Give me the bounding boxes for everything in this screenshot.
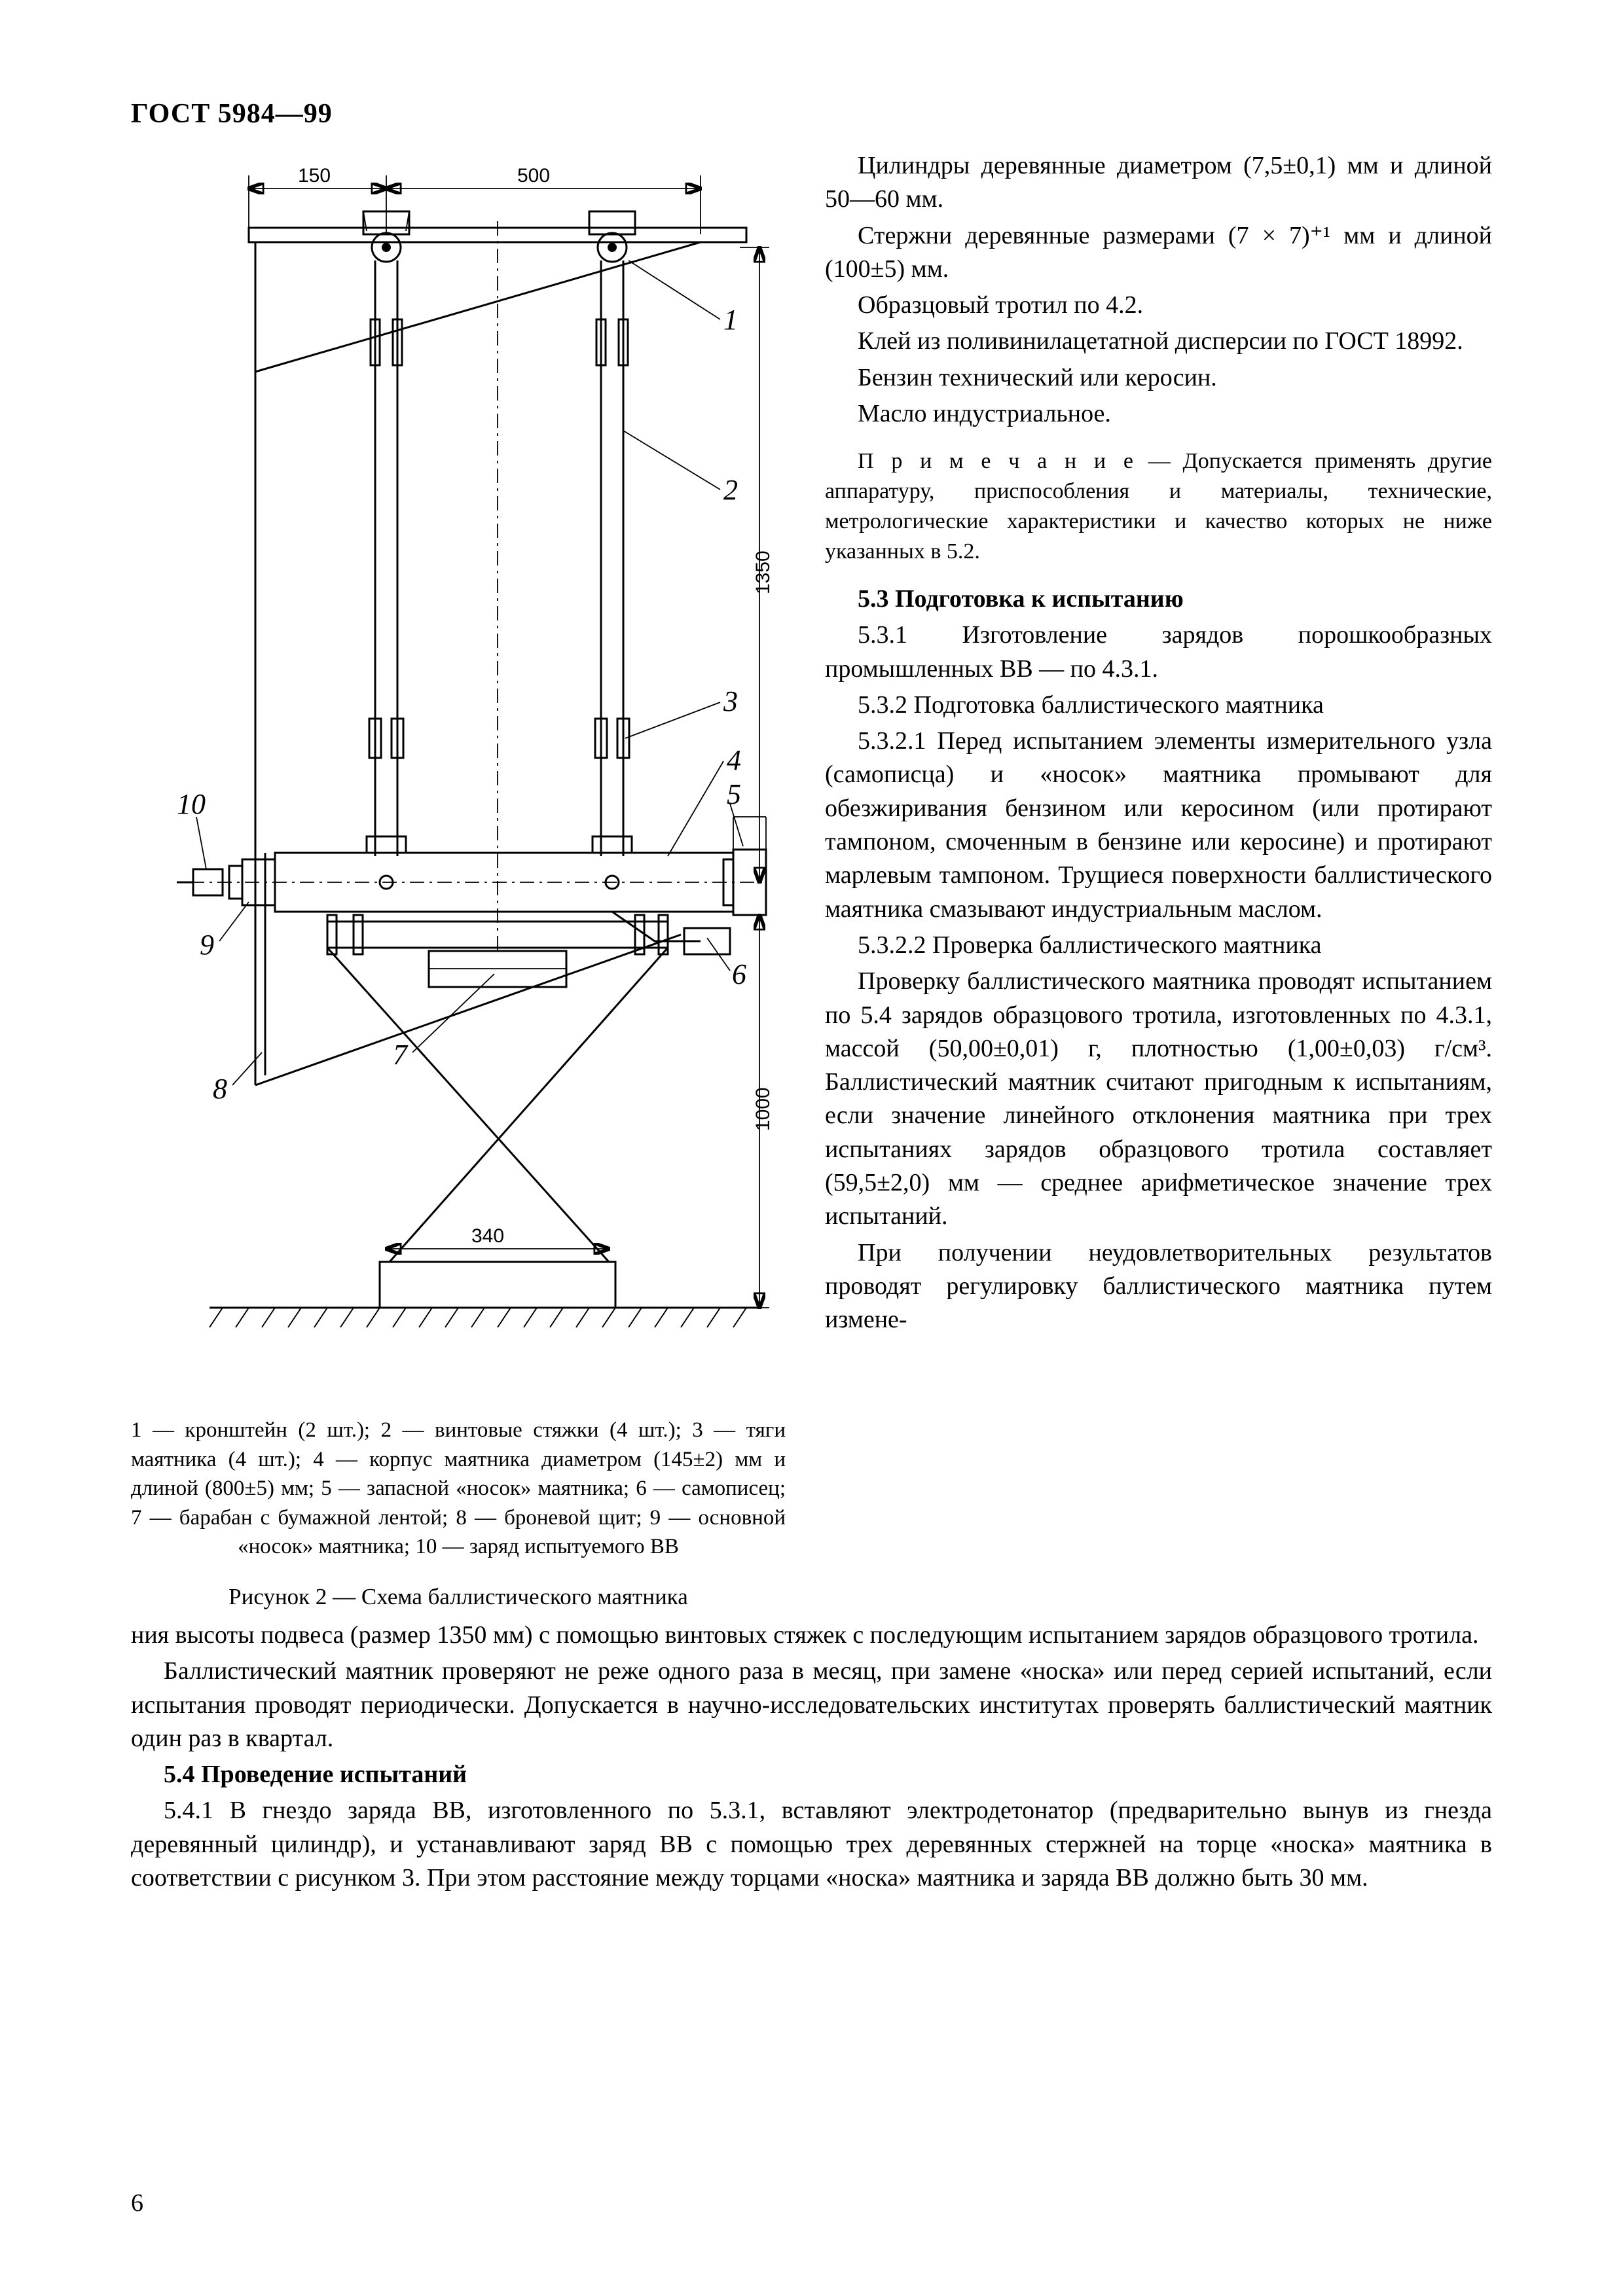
svg-text:9: 9 — [200, 929, 214, 961]
figure-column: 150 500 — [131, 149, 786, 1612]
svg-text:10: 10 — [177, 788, 206, 820]
para-continuation: ния высоты подвеса (размер 1350 мм) с по… — [131, 1619, 1492, 1652]
heading-5-3: 5.3 Подготовка к испытанию — [825, 583, 1492, 616]
full-width-text: ния высоты подвеса (размер 1350 мм) с по… — [131, 1619, 1492, 1895]
dim-340: 340 — [471, 1225, 504, 1247]
svg-text:8: 8 — [213, 1073, 227, 1105]
figure-caption: 1 — кронштейн (2 шт.); 2 — винтовые стяж… — [131, 1416, 786, 1612]
para-benzine: Бензин технический или керосин. — [825, 361, 1492, 395]
para-rods: Стержни деревянные размерами (7 × 7)⁺¹ м… — [825, 219, 1492, 287]
page-number: 6 — [131, 2189, 143, 2217]
drum-assembly — [327, 915, 668, 987]
svg-text:2: 2 — [723, 474, 738, 506]
para-5-3-2-2c: При получении неудовлетворительных резул… — [825, 1236, 1492, 1337]
note-label: П р и м е ч а н и е — [858, 449, 1136, 473]
svg-text:4: 4 — [727, 744, 741, 776]
svg-text:6: 6 — [732, 958, 746, 990]
para-cylinders: Цилиндры деревянные диаметром (7,5±0,1) … — [825, 149, 1492, 217]
dim-1350: 1350 — [752, 550, 774, 594]
para-5-4-1: 5.4.1 В гнездо заряда ВВ, изготовленного… — [131, 1794, 1492, 1895]
dim-500: 500 — [517, 165, 550, 187]
svg-text:1: 1 — [723, 304, 738, 336]
para-check-frequency: Баллистический маятник проверяют не реже… — [131, 1655, 1492, 1755]
figure-legend: 1 — кронштейн (2 шт.); 2 — винтовые стяж… — [131, 1416, 786, 1562]
svg-text:7: 7 — [393, 1039, 409, 1071]
para-5-3-2-2: 5.3.2.2 Проверка баллистического маятник… — [825, 929, 1492, 962]
para-5-3-2-1: 5.3.2.1 Перед испытанием элементы измери… — [825, 725, 1492, 926]
bracket-right — [589, 211, 635, 262]
para-oil: Масло индустриальное. — [825, 397, 1492, 431]
svg-text:5: 5 — [727, 778, 741, 810]
callouts: 1 2 3 4 5 6 7 8 9 10 — [177, 260, 746, 1105]
page-header: ГОСТ 5984—99 — [131, 98, 1492, 130]
pendulum-body — [190, 836, 766, 912]
armor-shield — [210, 843, 759, 1327]
para-trotil: Образцовый тротил по 4.2. — [825, 289, 1492, 322]
dim-150: 150 — [298, 165, 331, 187]
turnbuckles — [369, 319, 629, 758]
right-text-column: Цилиндры деревянные диаметром (7,5±0,1) … — [825, 149, 1492, 1339]
note-5-2: П р и м е ч а н и е — Допускается примен… — [825, 446, 1492, 567]
para-5-3-2: 5.3.2 Подготовка баллистического маятник… — [825, 689, 1492, 722]
dim-1000: 1000 — [752, 1087, 774, 1131]
svg-text:3: 3 — [723, 685, 738, 717]
figure-title: Рисунок 2 — Схема баллистического маятни… — [131, 1581, 786, 1612]
para-5-3-2-2b: Проверку баллистического маятника провод… — [825, 965, 1492, 1233]
ballistic-pendulum-diagram: 150 500 — [131, 149, 786, 1393]
para-5-3-1: 5.3.1 Изготовление зарядов порошкообразн… — [825, 619, 1492, 686]
para-glue: Клей из поливинилацетатной дисперсии по … — [825, 325, 1492, 358]
heading-5-4: 5.4 Проведение испытаний — [131, 1758, 1492, 1791]
